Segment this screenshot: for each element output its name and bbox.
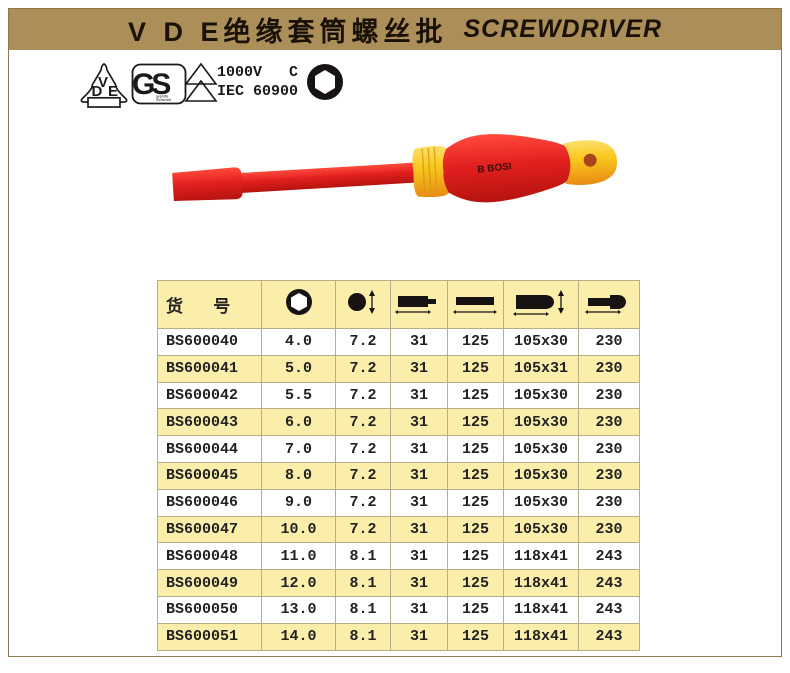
svg-text:V: V bbox=[98, 74, 108, 91]
svg-text:E: E bbox=[108, 83, 118, 100]
svg-text:Sicherheit: Sicherheit bbox=[156, 98, 171, 102]
